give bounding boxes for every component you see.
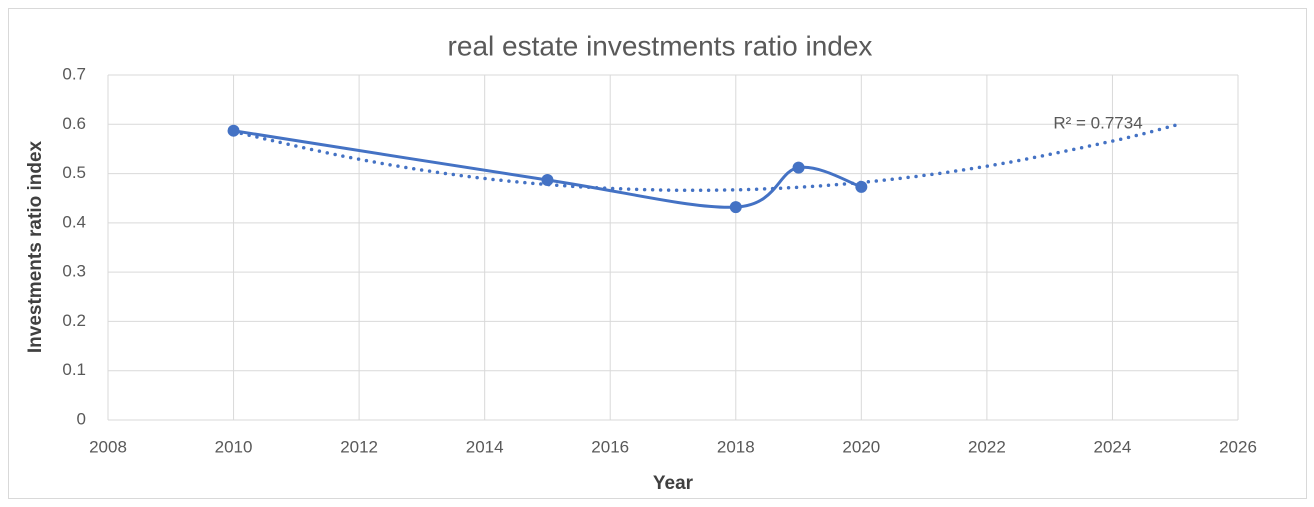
y-tick-label: 0.7: [62, 64, 86, 83]
chart-border: [8, 8, 1307, 499]
x-axis-label: Year: [653, 473, 694, 494]
x-tick-label: 2020: [842, 437, 880, 456]
y-tick-label: 0.6: [62, 114, 86, 133]
x-tick-label: 2016: [591, 437, 629, 456]
y-tick-label: 0.5: [62, 163, 86, 182]
x-tick-label: 2014: [466, 437, 504, 456]
data-point: [541, 173, 554, 186]
x-tick-label: 2026: [1219, 437, 1257, 456]
data-point: [792, 161, 805, 174]
x-tick-label: 2018: [717, 437, 755, 456]
data-point: [729, 201, 742, 214]
y-tick-label: 0.2: [62, 311, 86, 330]
y-tick-label: 0.3: [62, 262, 86, 281]
x-tick-label: 2024: [1094, 437, 1132, 456]
trend-line: [231, 123, 1177, 193]
chart-title: real estate investments ratio index: [448, 30, 873, 61]
y-axis-label: Investments ratio index: [25, 140, 46, 353]
x-tick-label: 2008: [89, 437, 127, 456]
y-tick-label: 0: [77, 409, 86, 428]
y-tick-label: 0.1: [62, 360, 86, 379]
data-point: [855, 180, 868, 193]
x-tick-label: 2012: [340, 437, 378, 456]
annotation: R² = 0.7734: [1053, 113, 1142, 132]
x-tick-label: 2022: [968, 437, 1006, 456]
x-tick-label: 2010: [215, 437, 253, 456]
y-tick-label: 0.4: [62, 212, 86, 231]
